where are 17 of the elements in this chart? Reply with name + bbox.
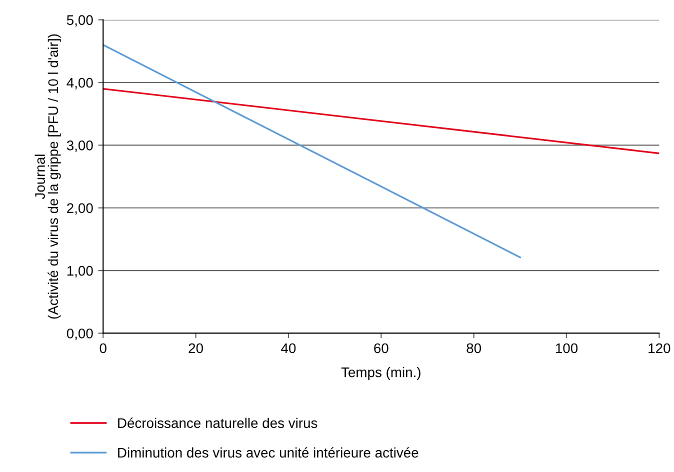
- x-tick-label: 20: [188, 343, 203, 354]
- y-tick-label: 0,00: [66, 328, 93, 340]
- y-axis-title: Journal (Activité du virus de la grippe [PFU / 10 l d'air]): [34, 34, 61, 319]
- x-tick-label: 100: [556, 343, 578, 354]
- x-axis-title: Temps (min.): [341, 367, 420, 380]
- y-tick-label: 2,00: [67, 203, 93, 215]
- y-tick-label: 5,00: [66, 15, 93, 27]
- legend-label: Diminution des virus avec unité intérieure activée: [118, 447, 418, 458]
- y-tick-label: 4,00: [66, 78, 93, 90]
- x-tick-label: 60: [374, 343, 388, 354]
- x-tick-label: 40: [281, 343, 296, 354]
- y-tick-label: 1,00: [67, 266, 93, 278]
- x-tick-label: 120: [648, 343, 670, 354]
- legend-label: Décroissance naturelle des virus: [118, 418, 318, 428]
- x-tick-label: 0: [100, 343, 106, 354]
- y-tick-label: 3,00: [66, 140, 93, 152]
- x-tick-label: 80: [466, 343, 482, 354]
